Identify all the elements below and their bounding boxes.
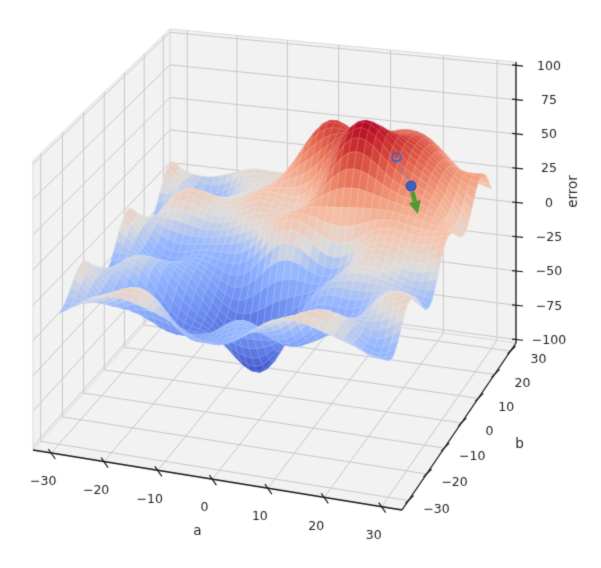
surface-plot-canvas[interactable] <box>0 0 601 568</box>
figure-3d-error-surface <box>0 0 601 568</box>
